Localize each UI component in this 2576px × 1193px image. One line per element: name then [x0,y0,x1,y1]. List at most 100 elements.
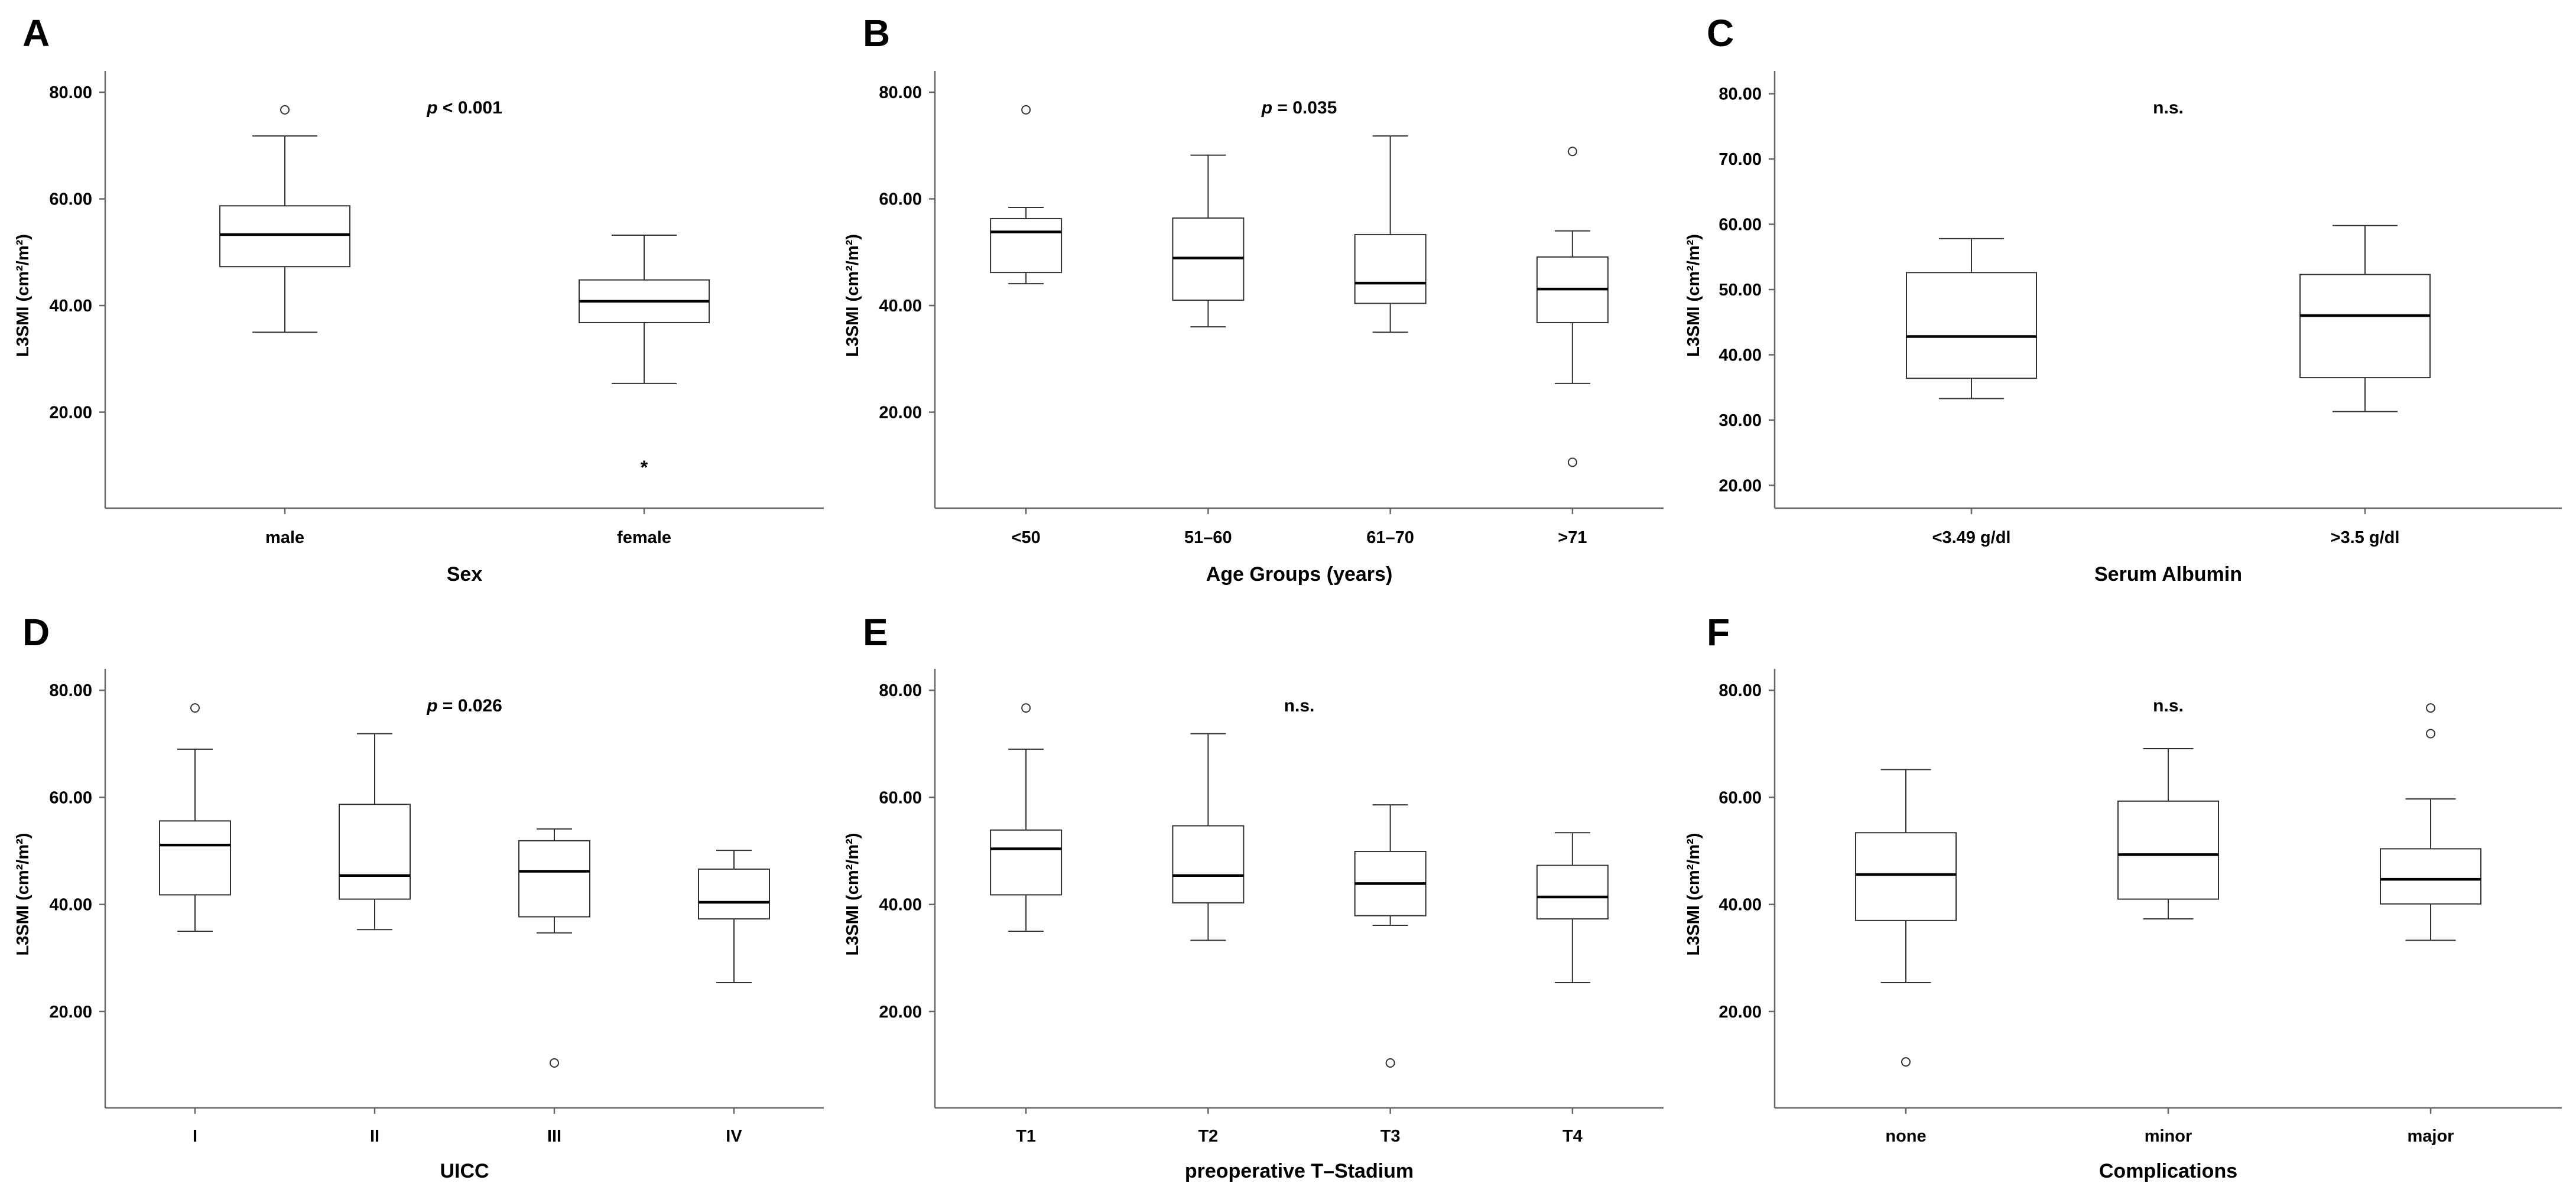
iqr-box [1855,832,1957,921]
box-t4: T4 [1536,832,1609,1146]
p-symbol: p [426,696,437,716]
box-iv: IV [698,850,770,1146]
box-i: I [159,703,231,1146]
y-axis-label: L3SMI (cm²/m²) [14,234,33,357]
x-axis-label: Sex [447,563,483,586]
iqr-box [518,840,590,918]
p-text: = 0.035 [1272,98,1337,118]
y-tick-label: 80.00 [1719,85,1762,104]
y-tick-label: 20.00 [879,404,922,422]
panel-a: A 20.00 40.00 60.00 80.00 L3SMI (cm²/m²) Sex p … [14,12,824,586]
y-axis-label: L3SMI (cm²/m²) [1684,833,1703,956]
y-tick-label: 20.00 [1719,476,1762,495]
x-axis-label: Age Groups (years) [1206,563,1393,586]
p-text: n.s. [2153,696,2184,716]
box-male: male [219,105,350,547]
annotation-p-value: n.s. [2153,98,2184,118]
box-iii: III [518,828,590,1146]
box-t2: T2 [1172,733,1245,1146]
x-tick-label: <50 [1012,528,1041,547]
box-51-60: 51–60 [1172,154,1245,547]
iqr-box [2117,800,2219,900]
annotation-p-value: p < 0.001 [426,98,502,118]
outlier-marker [1385,1058,1395,1068]
y-tick-label: 40.00 [879,297,922,316]
outlier-marker [1567,147,1577,157]
p-text: < 0.001 [438,98,502,118]
x-tick-label: major [2408,1127,2454,1146]
panel-letter-b: B [863,12,890,54]
x-tick-label: >71 [1558,528,1587,547]
x-tick-label: >3.5 g/dl [2331,528,2400,547]
box-none: none [1855,769,1957,1146]
y-axis-label: L3SMI (cm²/m²) [1684,234,1703,357]
panel-f: F 20.00 40.00 60.00 80.00 L3SMI (cm²/m²) Compl… [1684,611,2562,1182]
y-tick-label: 20.00 [1719,1003,1762,1022]
y-axis-label: L3SMI (cm²/m²) [14,833,33,956]
y-tick-label: 50.00 [1719,281,1762,300]
x-tick-label: 61–70 [1366,528,1414,547]
outlier-marker [2426,729,2435,739]
y-tick-label: 30.00 [1719,411,1762,430]
iqr-box [990,217,1063,274]
x-tick-label: T1 [1016,1127,1036,1146]
y-tick-label: 20.00 [49,404,92,422]
p-symbol: p [1261,98,1272,118]
box-major: major [2380,703,2481,1146]
panel-b: B 20.00 40.00 60.00 80.00 L3SMI (cm²/m²) Age G… [843,12,1664,586]
panel-c: C 20.00 30.00 40.00 50.00 60.00 70.00 80.00 L3SM… [1684,12,2562,586]
y-tick-label: 60.00 [49,788,92,807]
y-tick-label: 80.00 [49,681,92,700]
outlier-marker [1901,1057,1911,1067]
y-tick-label: 70.00 [1719,150,1762,169]
outlier-marker [190,703,200,713]
outlier-marker [280,105,290,115]
x-tick-label: II [370,1127,379,1146]
y-tick-label: 80.00 [879,83,922,102]
y-tick-label: 60.00 [879,190,922,209]
outlier-marker [550,1058,559,1068]
x-tick-label: T2 [1198,1127,1218,1146]
iqr-box [2380,848,2481,905]
box-3-49-g-dl: <3.49 g/dl [1906,238,2037,547]
panel-letter-f: F [1707,611,1730,654]
annotation-p-value: p = 0.026 [426,696,502,716]
p-symbol: p [426,98,437,118]
box-71: >71 [1536,147,1609,547]
outlier-marker [1567,457,1577,467]
x-axis-label: Complications [2099,1160,2237,1182]
p-text: = 0.026 [438,696,502,716]
y-tick-label: 40.00 [879,896,922,915]
iqr-box [990,829,1063,896]
y-axis-label: L3SMI (cm²/m²) [843,234,862,357]
box-50: <50 [990,105,1063,547]
panel-d: D 20.00 40.00 60.00 80.00 L3SMI (cm²/m²) UICC p… [14,611,824,1182]
y-tick-label: 40.00 [1719,346,1762,365]
y-tick-label: 20.00 [879,1003,922,1022]
box-3-5-g-dl: >3.5 g/dl [2299,225,2431,547]
y-tick-label: 40.00 [49,297,92,316]
y-tick-label: 60.00 [879,788,922,807]
iqr-box [1172,825,1245,903]
iqr-box [1354,234,1427,304]
x-tick-label: none [1885,1127,1926,1146]
y-axis-label: L3SMI (cm²/m²) [843,833,862,956]
x-tick-label: IV [726,1127,742,1146]
box-female: female * [579,234,710,547]
panel-e: E 20.00 40.00 60.00 80.00 L3SMI (cm²/m²) preop… [843,611,1664,1182]
x-axis-label: preoperative T–Stadium [1185,1160,1414,1182]
y-tick-label: 80.00 [1719,681,1762,700]
y-tick-label: 80.00 [49,83,92,102]
y-tick-label: 60.00 [49,190,92,209]
x-axis-label: UICC [440,1160,489,1182]
box-61-70: 61–70 [1354,135,1427,547]
x-tick-label: <3.49 g/dl [1932,528,2011,547]
outlier-marker [1021,105,1031,115]
x-tick-label: minor [2145,1127,2192,1146]
box-t1: T1 [990,703,1063,1146]
iqr-box [219,205,350,268]
y-tick-label: 60.00 [1719,788,1762,807]
iqr-box [339,804,411,900]
annotation-p-value: n.s. [1284,696,1315,716]
